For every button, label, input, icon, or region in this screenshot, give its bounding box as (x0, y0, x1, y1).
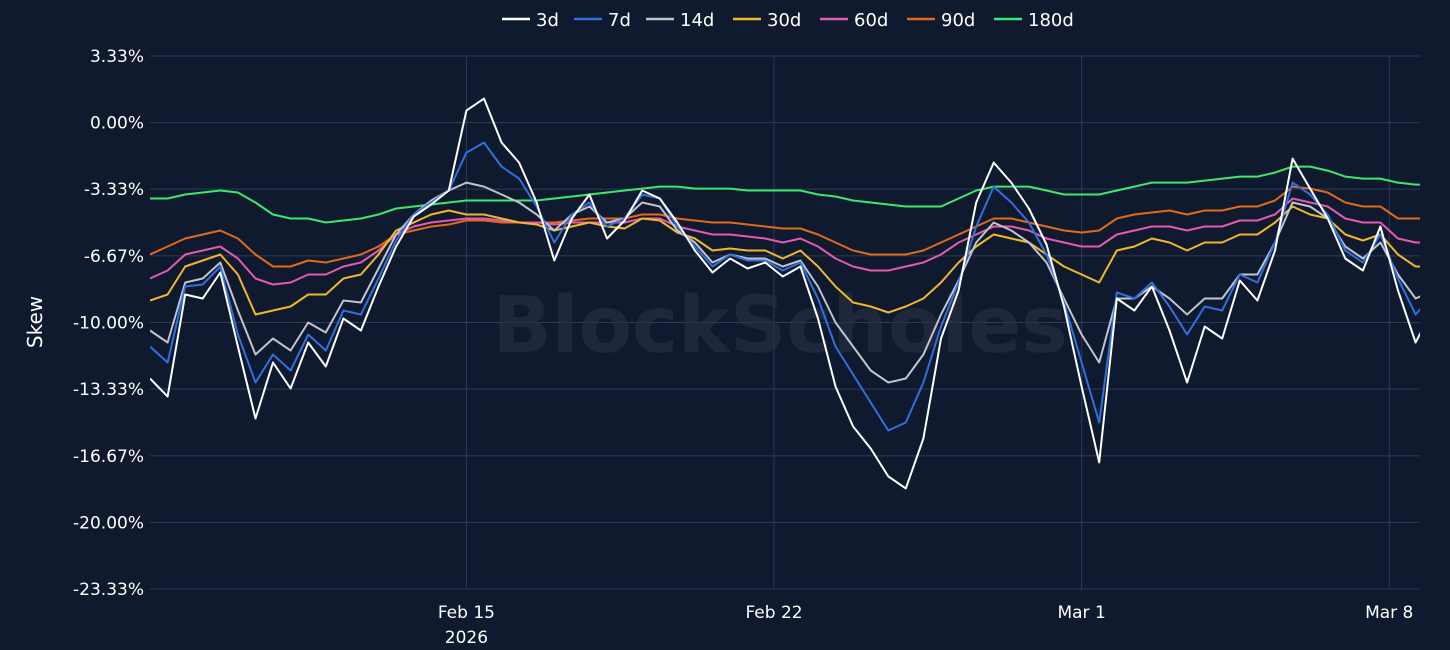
series-line-3d (150, 97, 1420, 490)
x-tick-label: Feb 15 (438, 603, 495, 623)
legend[interactable]: 3d 7d 14d 30d 60d 90d 180d (502, 10, 1074, 31)
x-tick-label: Feb 22 (745, 603, 802, 623)
legend-label: 3d (536, 10, 559, 31)
legend-item-90d[interactable]: 90d (907, 10, 975, 31)
series-line-180d (150, 165, 1420, 224)
y-tick-label: -16.67% (73, 447, 144, 467)
y-tick-label: -13.33% (73, 380, 144, 400)
legend-label: 180d (1028, 10, 1074, 31)
watermark: BlockScholes (492, 281, 1067, 371)
x-tick-year-label: 2026 (445, 628, 488, 648)
legend-item-180d[interactable]: 180d (994, 10, 1074, 31)
y-tick-label: -23.33% (73, 580, 144, 600)
legend-label: 14d (680, 10, 714, 31)
y-tick-label: -3.33% (84, 180, 144, 200)
legend-label: 60d (854, 10, 888, 31)
y-tick-label: -10.00% (73, 314, 144, 334)
y-tick-label: 3.33% (90, 47, 144, 67)
y-axis-title: Skew (23, 296, 47, 348)
y-tick-label: -20.00% (73, 513, 144, 533)
legend-item-14d[interactable]: 14d (646, 10, 714, 31)
legend-item-60d[interactable]: 60d (820, 10, 888, 31)
y-axis-ticks: 3.33% 0.00% -3.33% -6.67% -10.00% -13.33% -16.… (73, 47, 144, 600)
x-tick-label: Mar 1 (1057, 603, 1105, 623)
y-tick-label: 0.00% (90, 114, 144, 134)
series-line-60d (150, 197, 1420, 286)
legend-label: 90d (941, 10, 975, 31)
series-line-30d (150, 205, 1420, 316)
series-lines (150, 97, 1420, 490)
legend-item-7d[interactable]: 7d (574, 10, 631, 31)
legend-item-30d[interactable]: 30d (733, 10, 801, 31)
x-axis-ticks: Feb 15 2026 Feb 22 Mar 1 Mar 8 (438, 603, 1414, 648)
legend-item-3d[interactable]: 3d (502, 10, 559, 31)
series-line-90d (150, 185, 1420, 268)
x-tick-label: Mar 8 (1365, 603, 1413, 623)
y-tick-label: -6.67% (84, 247, 144, 267)
legend-label: 30d (767, 10, 801, 31)
grid (150, 55, 1420, 590)
legend-label: 7d (608, 10, 631, 31)
